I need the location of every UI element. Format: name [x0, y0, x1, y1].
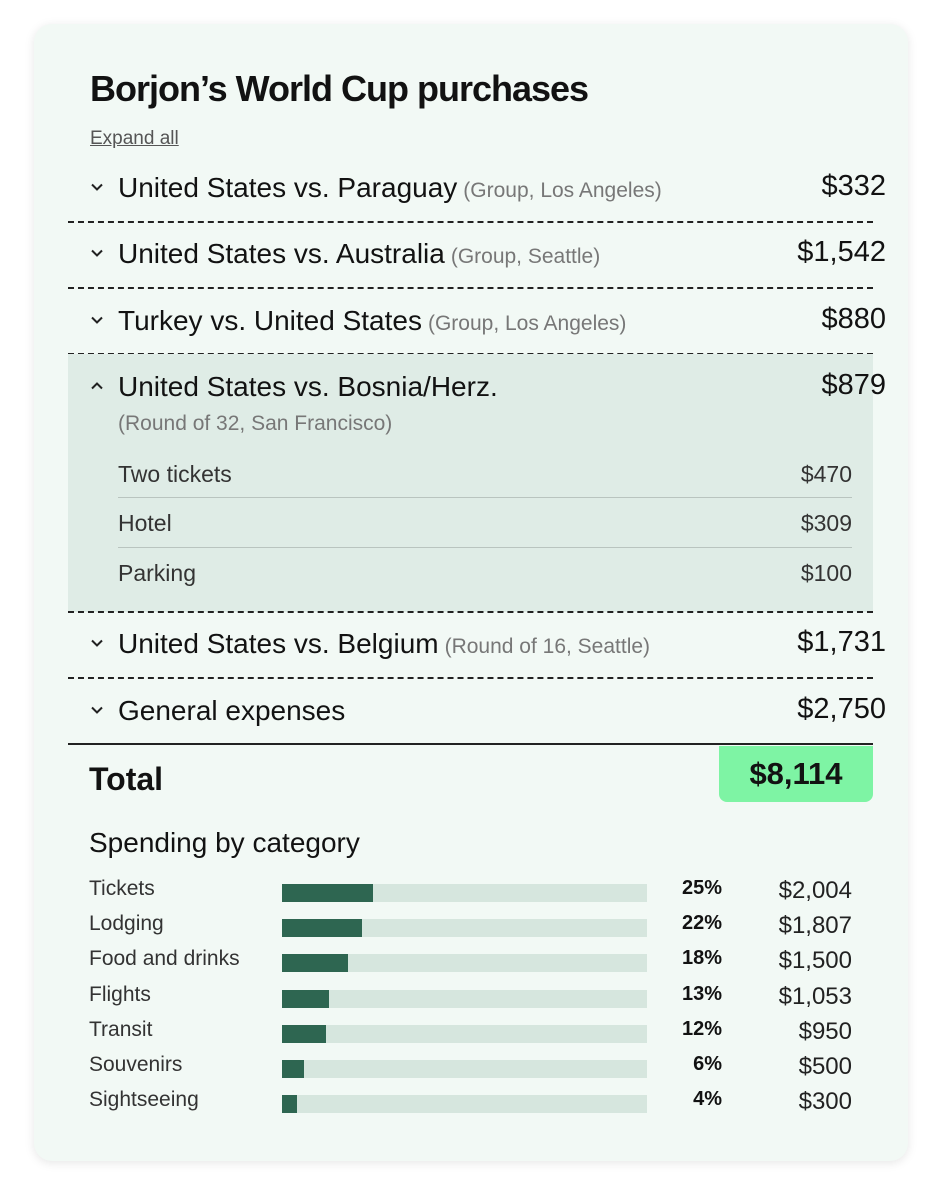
line-item-label: Hotel: [118, 510, 172, 536]
category-percent: 6%: [693, 1053, 722, 1075]
category-amount: $2,004: [778, 877, 852, 904]
line-item: Two tickets $470: [118, 461, 852, 511]
item-divider: [118, 547, 852, 548]
chevron-up-icon[interactable]: [87, 371, 107, 401]
category-row: Sightseeing 4% $300: [89, 1088, 852, 1118]
chevron-down-icon[interactable]: [87, 695, 107, 725]
line-item-amount: $470: [800, 461, 852, 487]
category-bar-track: [282, 1095, 647, 1114]
total-divider: [68, 743, 873, 745]
match-amount: $1,542: [797, 236, 886, 268]
category-amount: $1,807: [778, 912, 852, 940]
total-label: Total: [89, 761, 164, 797]
category-amount: $950: [798, 1017, 852, 1045]
expand-all-link[interactable]: Expand all: [90, 128, 179, 149]
category-bar-fill: [282, 1024, 326, 1043]
category-label: Flights: [89, 982, 151, 1006]
category-row: Lodging 22% $1,807: [89, 912, 852, 942]
category-bar-fill: [282, 989, 330, 1008]
category-bar-track: [282, 954, 647, 973]
line-item: Hotel $309: [118, 510, 852, 560]
category-row: Tickets 25% $2,004: [89, 877, 852, 907]
category-label: Lodging: [89, 912, 164, 936]
category-row: Food and drinks 18% $1,500: [89, 947, 852, 977]
category-label: Transit: [89, 1017, 153, 1041]
match-name: United States vs. Paraguay: [118, 172, 458, 203]
purchases-card: Borjon’s World Cup purchases Expand all …: [34, 24, 908, 1161]
chevron-down-icon[interactable]: [87, 238, 107, 268]
match-name[interactable]: General expenses: [118, 695, 346, 726]
category-percent: 12%: [681, 1017, 722, 1040]
category-label: Sightseeing: [89, 1088, 199, 1112]
category-amount: $300: [798, 1088, 852, 1116]
category-percent: 22%: [681, 912, 722, 935]
match-name: United States vs. Australia: [118, 238, 445, 269]
category-bar-fill: [282, 954, 348, 973]
line-item-label: Parking: [118, 560, 196, 586]
line-item: Parking $100: [118, 560, 852, 610]
match-detail: (Round of 32, San Francisco): [118, 412, 393, 435]
divider: [68, 221, 873, 223]
category-bar-track: [282, 919, 647, 938]
match-amount: $2,750: [797, 693, 886, 725]
line-item-amount: $100: [800, 560, 852, 586]
match-amount: $879: [821, 369, 886, 401]
expanded-panel: [68, 354, 873, 612]
category-bar-track: [282, 1060, 647, 1078]
category-amount: $500: [798, 1053, 852, 1080]
chevron-down-icon[interactable]: [87, 305, 107, 335]
match-amount: $1,731: [797, 626, 886, 658]
category-bar-fill: [282, 884, 374, 902]
category-bar-fill: [282, 1060, 304, 1078]
category-bar-fill: [282, 1095, 297, 1114]
divider: [68, 611, 873, 613]
line-item-label: Two tickets: [118, 461, 232, 487]
category-bar-track: [282, 884, 647, 902]
category-percent: 18%: [681, 947, 722, 970]
category-label: Souvenirs: [89, 1053, 183, 1076]
category-bar-track: [282, 989, 647, 1008]
category-amount: $1,053: [778, 982, 852, 1010]
item-divider: [118, 497, 852, 498]
category-row: Souvenirs 6% $500: [89, 1053, 852, 1083]
category-label: Food and drinks: [89, 947, 240, 971]
divider: [68, 677, 873, 679]
page-title: Borjon’s World Cup purchases: [90, 68, 589, 109]
match-name: Turkey vs. United States: [118, 305, 422, 336]
match-name[interactable]: United States vs. Bosnia/Herz.: [118, 371, 498, 402]
category-amount: $1,500: [778, 947, 852, 975]
category-row: Transit 12% $950: [89, 1018, 852, 1048]
category-bar-fill: [282, 919, 363, 938]
match-detail: (Group, Los Angeles): [463, 179, 662, 202]
total-amount: $8,114: [719, 746, 873, 802]
category-section-title: Spending by category: [89, 827, 360, 858]
match-amount: $880: [821, 303, 886, 335]
match-detail: (Group, Los Angeles): [427, 312, 627, 335]
category-bar-track: [282, 1024, 647, 1043]
category-percent: 4%: [693, 1088, 722, 1111]
match-detail: (Round of 16, Seattle): [444, 635, 651, 658]
category-percent: 13%: [681, 982, 722, 1005]
category-row: Flights 13% $1,053: [89, 983, 852, 1013]
category-label: Tickets: [89, 877, 155, 900]
match-amount: $332: [821, 170, 886, 202]
chevron-down-icon[interactable]: [87, 172, 107, 202]
match-name: United States vs. Belgium: [118, 628, 439, 659]
divider: [68, 287, 873, 289]
match-detail: (Group, Seattle): [450, 245, 601, 268]
category-percent: 25%: [681, 877, 722, 899]
chevron-down-icon[interactable]: [87, 628, 107, 658]
line-item-amount: $309: [800, 510, 852, 536]
